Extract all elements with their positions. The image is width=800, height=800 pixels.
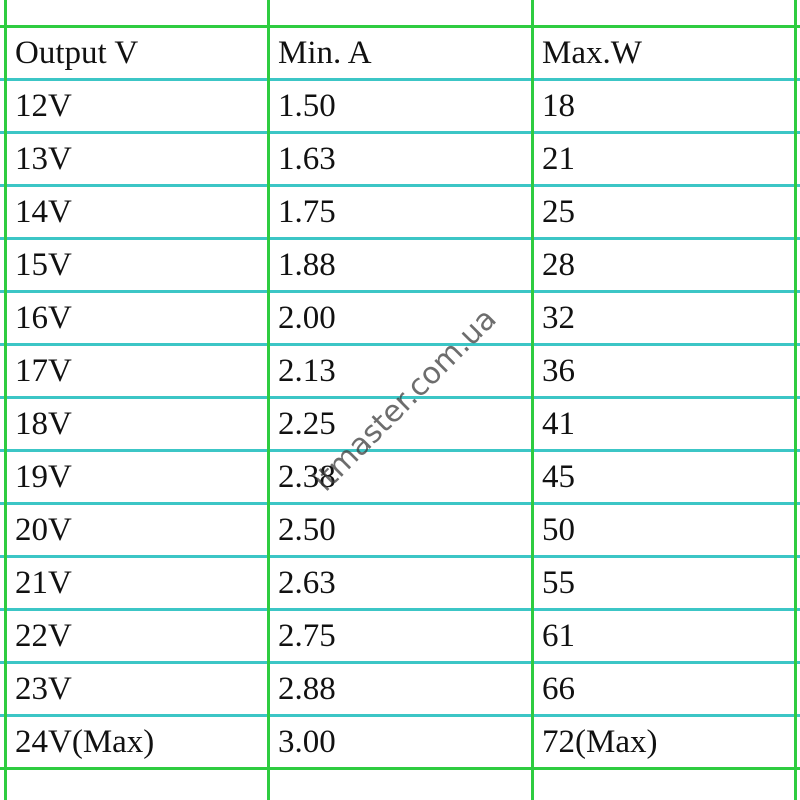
row-border: [0, 237, 800, 240]
table-cell: 72(Max): [542, 724, 658, 760]
column-border: [794, 0, 797, 800]
table-cell: 2.38: [278, 459, 336, 495]
row-border: [0, 343, 800, 346]
table-cell: 1.63: [278, 141, 336, 177]
table-cell: 25: [542, 194, 575, 230]
header-cell: Min. A: [278, 35, 372, 71]
row-border: [0, 608, 800, 611]
table-cell: 20V: [15, 512, 72, 548]
row-border: [0, 184, 800, 187]
table-cell: 16V: [15, 300, 72, 336]
table-cell: 2.63: [278, 565, 336, 601]
table-cell: 32: [542, 300, 575, 336]
column-border: [4, 0, 7, 800]
row-border: [0, 449, 800, 452]
row-border: [0, 290, 800, 293]
row-border: [0, 25, 800, 28]
row-border: [0, 396, 800, 399]
table-cell: 55: [542, 565, 575, 601]
table-cell: 18V: [15, 406, 72, 442]
watermark: itmaster.com.ua: [306, 301, 504, 499]
row-border: [0, 78, 800, 81]
row-border: [0, 131, 800, 134]
column-border: [531, 0, 534, 800]
table-cell: 1.75: [278, 194, 336, 230]
row-border: [0, 714, 800, 717]
table-cell: 61: [542, 618, 575, 654]
table-cell: 28: [542, 247, 575, 283]
header-cell: Output V: [15, 35, 139, 71]
table-cell: 21: [542, 141, 575, 177]
table-cell: 45: [542, 459, 575, 495]
table-cell: 2.25: [278, 406, 336, 442]
table-cell: 2.00: [278, 300, 336, 336]
table-cell: 1.50: [278, 88, 336, 124]
table-cell: 2.13: [278, 353, 336, 389]
table-cell: 2.75: [278, 618, 336, 654]
table-cell: 19V: [15, 459, 72, 495]
table-cell: 12V: [15, 88, 72, 124]
table-cell: 24V(Max): [15, 724, 155, 760]
table-cell: 13V: [15, 141, 72, 177]
table-cell: 41: [542, 406, 575, 442]
table-cell: 2.50: [278, 512, 336, 548]
column-border: [267, 0, 270, 800]
row-border: [0, 555, 800, 558]
header-cell: Max.W: [542, 35, 642, 71]
table-cell: 22V: [15, 618, 72, 654]
table-cell: 15V: [15, 247, 72, 283]
table-cell: 36: [542, 353, 575, 389]
table-cell: 1.88: [278, 247, 336, 283]
row-border: [0, 502, 800, 505]
table-cell: 18: [542, 88, 575, 124]
row-border: [0, 661, 800, 664]
row-border: [0, 767, 800, 770]
table-cell: 2.88: [278, 671, 336, 707]
table-cell: 66: [542, 671, 575, 707]
table-cell: 14V: [15, 194, 72, 230]
table-cell: 50: [542, 512, 575, 548]
table-cell: 17V: [15, 353, 72, 389]
table-cell: 21V: [15, 565, 72, 601]
table-cell: 23V: [15, 671, 72, 707]
table-cell: 3.00: [278, 724, 336, 760]
